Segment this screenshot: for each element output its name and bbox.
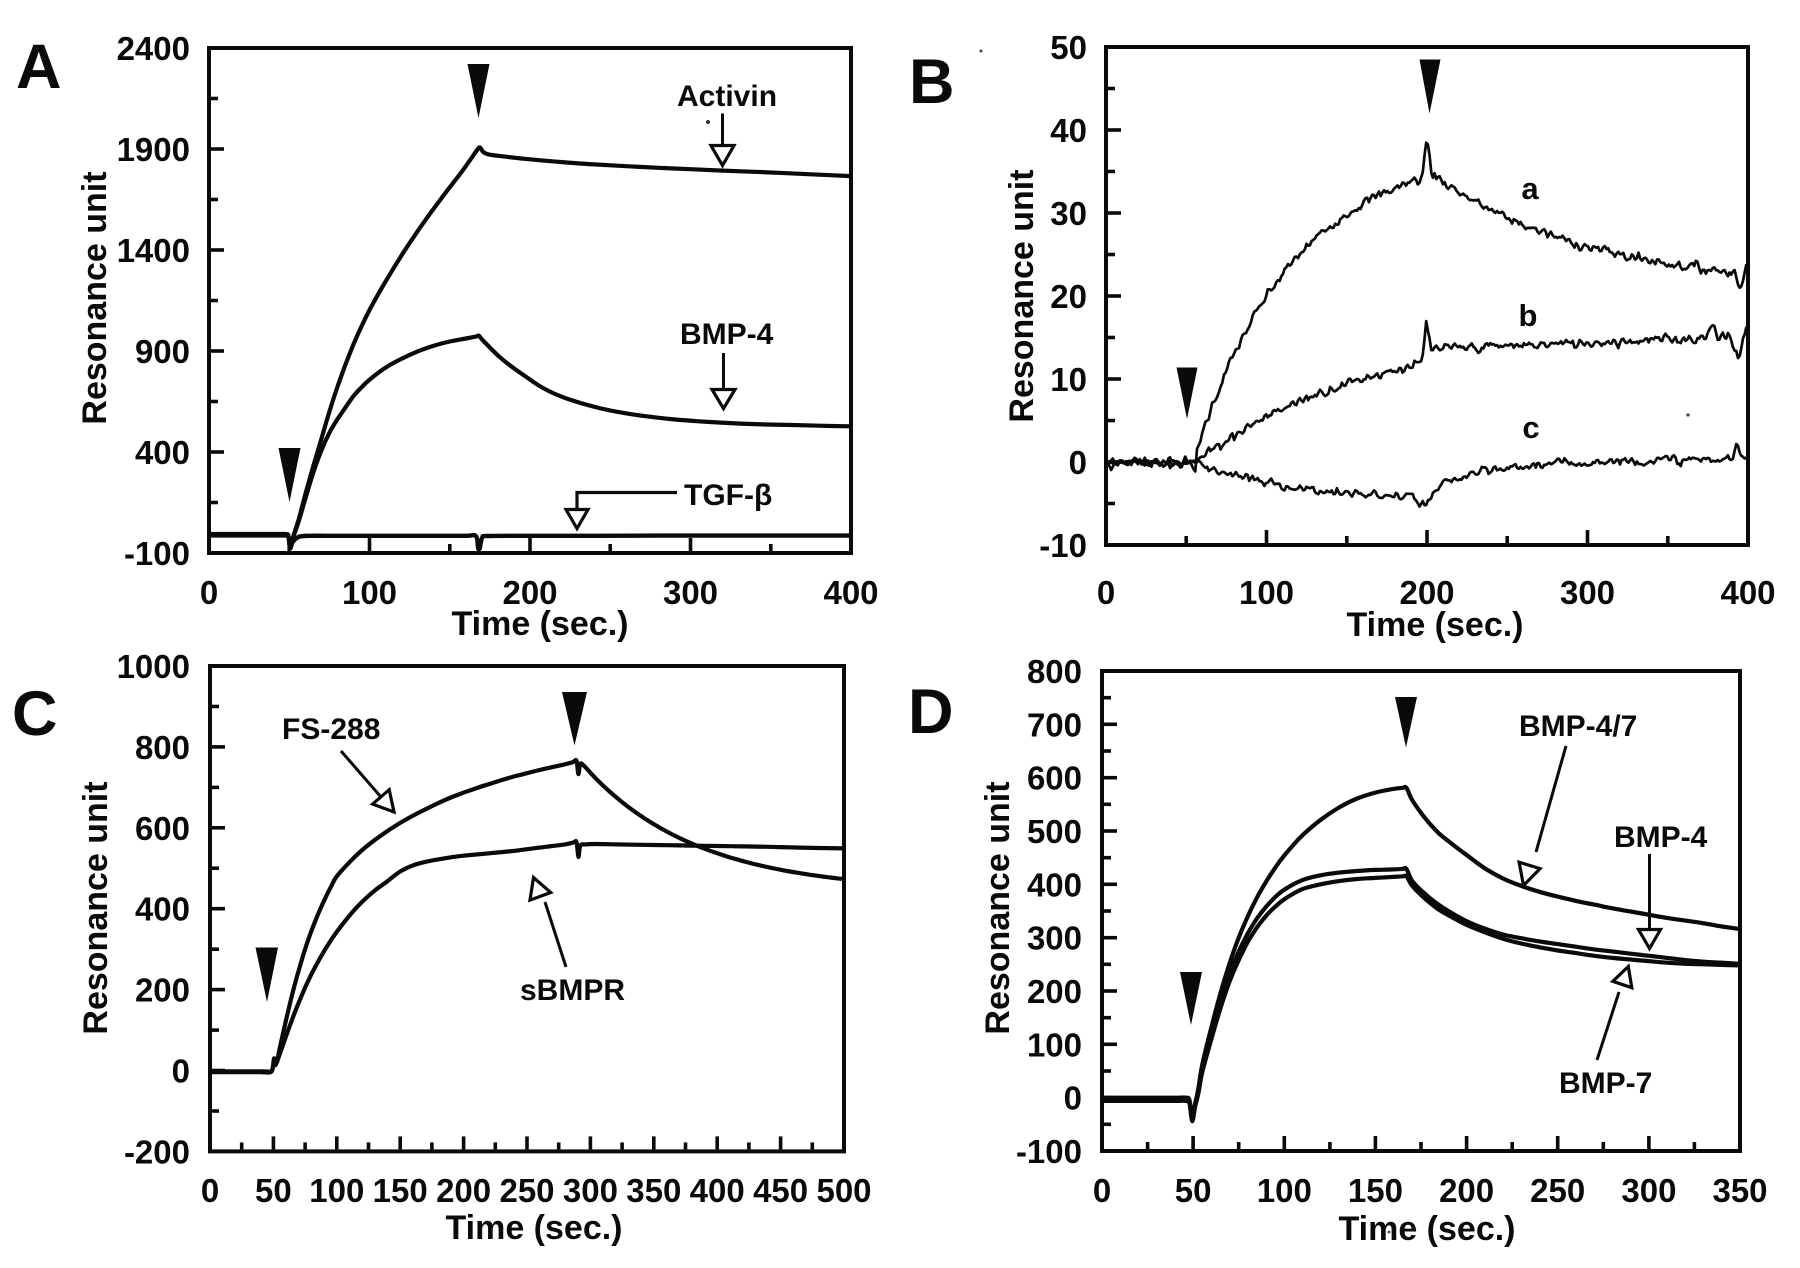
svg-text:10: 10 bbox=[1050, 361, 1087, 398]
svg-text:-100: -100 bbox=[1016, 1133, 1082, 1170]
svg-text:BMP-4/7: BMP-4/7 bbox=[1519, 710, 1637, 743]
svg-text:400: 400 bbox=[135, 891, 190, 928]
svg-text:500: 500 bbox=[816, 1172, 871, 1209]
svg-text:150: 150 bbox=[373, 1172, 428, 1209]
svg-text:-200: -200 bbox=[124, 1133, 190, 1170]
svg-text:2400: 2400 bbox=[117, 30, 190, 67]
svg-text:Resonance unit: Resonance unit bbox=[76, 171, 114, 424]
svg-text:Resonance unit: Resonance unit bbox=[979, 781, 1017, 1034]
svg-text:300: 300 bbox=[1560, 574, 1615, 611]
svg-text:100: 100 bbox=[1257, 1172, 1312, 1209]
svg-text:800: 800 bbox=[1027, 653, 1082, 690]
svg-text:400: 400 bbox=[823, 574, 878, 611]
svg-text:200: 200 bbox=[1027, 973, 1082, 1010]
svg-text:600: 600 bbox=[1027, 760, 1082, 797]
svg-text:FS-288: FS-288 bbox=[282, 713, 380, 746]
svg-text:100: 100 bbox=[1239, 574, 1294, 611]
svg-text:D: D bbox=[908, 677, 954, 747]
svg-text:c: c bbox=[1522, 410, 1539, 445]
svg-text:50: 50 bbox=[1175, 1172, 1212, 1209]
svg-text:Resonance unit: Resonance unit bbox=[77, 781, 115, 1034]
svg-text:200: 200 bbox=[1399, 574, 1454, 611]
svg-text:BMP-7: BMP-7 bbox=[1559, 1067, 1652, 1100]
svg-text:100: 100 bbox=[342, 574, 397, 611]
svg-text:250: 250 bbox=[1530, 1172, 1585, 1209]
svg-text:Time (sec.): Time (sec.) bbox=[1338, 1210, 1515, 1248]
svg-text:Activin: Activin bbox=[677, 80, 777, 113]
svg-text:0: 0 bbox=[1097, 574, 1115, 611]
svg-text:200: 200 bbox=[1439, 1172, 1494, 1209]
svg-text:0: 0 bbox=[1093, 1172, 1111, 1209]
svg-text:300: 300 bbox=[1621, 1172, 1676, 1209]
svg-text:350: 350 bbox=[1712, 1172, 1767, 1209]
svg-text:100: 100 bbox=[309, 1172, 364, 1209]
svg-text:Time (sec.): Time (sec.) bbox=[451, 605, 628, 643]
svg-text:200: 200 bbox=[436, 1172, 491, 1209]
svg-text:100: 100 bbox=[1027, 1026, 1082, 1063]
svg-text:400: 400 bbox=[1720, 574, 1775, 611]
svg-text:A: A bbox=[16, 32, 62, 102]
svg-text:900: 900 bbox=[135, 333, 190, 370]
svg-text:0: 0 bbox=[172, 1053, 190, 1090]
svg-text:TGF-β: TGF-β bbox=[684, 479, 772, 512]
svg-text:50: 50 bbox=[255, 1172, 292, 1209]
svg-text:BMP-4: BMP-4 bbox=[1614, 821, 1708, 854]
svg-text:Time (sec.): Time (sec.) bbox=[445, 1209, 622, 1247]
svg-text:20: 20 bbox=[1050, 278, 1087, 315]
svg-text:a: a bbox=[1521, 171, 1539, 206]
svg-text:700: 700 bbox=[1027, 706, 1082, 743]
svg-text:b: b bbox=[1519, 298, 1538, 333]
svg-text:B: B bbox=[909, 47, 955, 117]
svg-text:500: 500 bbox=[1027, 813, 1082, 850]
svg-text:400: 400 bbox=[135, 434, 190, 471]
svg-text:150: 150 bbox=[1348, 1172, 1403, 1209]
svg-text:350: 350 bbox=[626, 1172, 681, 1209]
svg-text:1900: 1900 bbox=[117, 131, 190, 168]
svg-text:0: 0 bbox=[201, 1172, 219, 1209]
svg-text:50: 50 bbox=[1050, 29, 1087, 66]
svg-text:Time (sec.): Time (sec.) bbox=[1346, 606, 1523, 644]
svg-text:0: 0 bbox=[200, 574, 218, 611]
svg-text:400: 400 bbox=[1027, 866, 1082, 903]
svg-text:800: 800 bbox=[135, 729, 190, 766]
svg-text:450: 450 bbox=[753, 1172, 808, 1209]
svg-text:0: 0 bbox=[1064, 1080, 1082, 1117]
svg-text:400: 400 bbox=[690, 1172, 745, 1209]
svg-text:300: 300 bbox=[1027, 920, 1082, 957]
svg-text:1000: 1000 bbox=[117, 648, 190, 685]
svg-text:300: 300 bbox=[663, 574, 718, 611]
svg-text:Resonance unit: Resonance unit bbox=[1003, 169, 1041, 422]
svg-text:0: 0 bbox=[1069, 444, 1087, 481]
svg-text:30: 30 bbox=[1050, 195, 1087, 232]
svg-text:200: 200 bbox=[135, 972, 190, 1009]
svg-text:600: 600 bbox=[135, 810, 190, 847]
svg-text:1400: 1400 bbox=[117, 232, 190, 269]
svg-text:40: 40 bbox=[1050, 112, 1087, 149]
svg-text:BMP-4: BMP-4 bbox=[680, 318, 774, 351]
svg-text:250: 250 bbox=[499, 1172, 554, 1209]
svg-text:C: C bbox=[12, 679, 58, 749]
svg-text:-10: -10 bbox=[1039, 527, 1087, 564]
svg-text:-100: -100 bbox=[124, 535, 190, 572]
svg-text:sBMPR: sBMPR bbox=[520, 974, 625, 1007]
svg-text:200: 200 bbox=[502, 574, 557, 611]
svg-text:300: 300 bbox=[563, 1172, 618, 1209]
